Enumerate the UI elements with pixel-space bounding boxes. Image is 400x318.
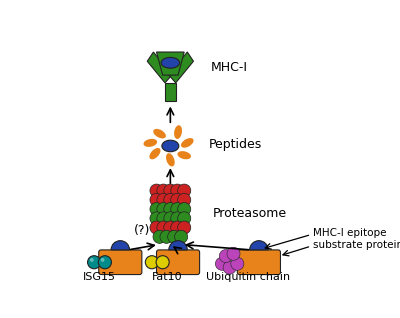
Circle shape bbox=[157, 212, 170, 225]
Ellipse shape bbox=[153, 129, 166, 138]
Circle shape bbox=[178, 221, 191, 234]
Circle shape bbox=[101, 258, 104, 262]
Text: MHC-I: MHC-I bbox=[210, 61, 247, 74]
FancyBboxPatch shape bbox=[237, 250, 280, 274]
Polygon shape bbox=[156, 52, 184, 75]
Ellipse shape bbox=[181, 138, 194, 148]
Circle shape bbox=[178, 193, 191, 206]
Text: (?): (?) bbox=[134, 224, 150, 237]
Circle shape bbox=[98, 256, 112, 269]
Circle shape bbox=[157, 221, 170, 234]
Circle shape bbox=[178, 184, 191, 197]
Circle shape bbox=[227, 247, 240, 260]
Circle shape bbox=[160, 230, 173, 243]
Circle shape bbox=[145, 256, 158, 269]
Circle shape bbox=[164, 212, 177, 225]
Circle shape bbox=[150, 221, 163, 234]
Circle shape bbox=[90, 258, 94, 262]
Ellipse shape bbox=[161, 58, 180, 68]
Ellipse shape bbox=[162, 140, 179, 152]
Text: substrate protein: substrate protein bbox=[313, 239, 400, 250]
Ellipse shape bbox=[178, 151, 191, 159]
Circle shape bbox=[168, 230, 181, 243]
Wedge shape bbox=[250, 241, 268, 250]
Wedge shape bbox=[169, 241, 187, 250]
Circle shape bbox=[174, 230, 188, 243]
Circle shape bbox=[231, 257, 244, 270]
Ellipse shape bbox=[166, 153, 175, 166]
Circle shape bbox=[219, 250, 232, 263]
Circle shape bbox=[171, 184, 184, 197]
Circle shape bbox=[150, 203, 163, 216]
FancyBboxPatch shape bbox=[156, 250, 200, 274]
Circle shape bbox=[150, 212, 163, 225]
Text: Proteasome: Proteasome bbox=[213, 207, 287, 220]
Circle shape bbox=[223, 261, 236, 274]
Circle shape bbox=[157, 193, 170, 206]
Circle shape bbox=[153, 230, 166, 243]
Circle shape bbox=[150, 193, 163, 206]
Circle shape bbox=[178, 212, 191, 225]
Text: Fat10: Fat10 bbox=[152, 272, 182, 282]
Circle shape bbox=[215, 257, 228, 270]
Text: Ubiquitin chain: Ubiquitin chain bbox=[206, 272, 290, 282]
Polygon shape bbox=[147, 52, 172, 83]
Ellipse shape bbox=[150, 148, 160, 159]
Circle shape bbox=[157, 184, 170, 197]
Polygon shape bbox=[165, 83, 176, 101]
Circle shape bbox=[171, 221, 184, 234]
Polygon shape bbox=[169, 52, 194, 83]
Circle shape bbox=[157, 203, 170, 216]
Circle shape bbox=[178, 203, 191, 216]
Circle shape bbox=[150, 184, 163, 197]
FancyBboxPatch shape bbox=[99, 250, 142, 274]
Circle shape bbox=[88, 256, 101, 269]
Ellipse shape bbox=[144, 139, 157, 147]
Circle shape bbox=[171, 212, 184, 225]
Text: Peptides: Peptides bbox=[209, 138, 262, 151]
Circle shape bbox=[164, 203, 177, 216]
Circle shape bbox=[164, 221, 177, 234]
Circle shape bbox=[164, 184, 177, 197]
Text: MHC-I epitope: MHC-I epitope bbox=[313, 228, 386, 238]
Wedge shape bbox=[111, 241, 130, 250]
Circle shape bbox=[171, 193, 184, 206]
Circle shape bbox=[156, 256, 169, 269]
Circle shape bbox=[164, 193, 177, 206]
Text: ISG15: ISG15 bbox=[83, 272, 116, 282]
Ellipse shape bbox=[174, 125, 182, 139]
Circle shape bbox=[171, 203, 184, 216]
